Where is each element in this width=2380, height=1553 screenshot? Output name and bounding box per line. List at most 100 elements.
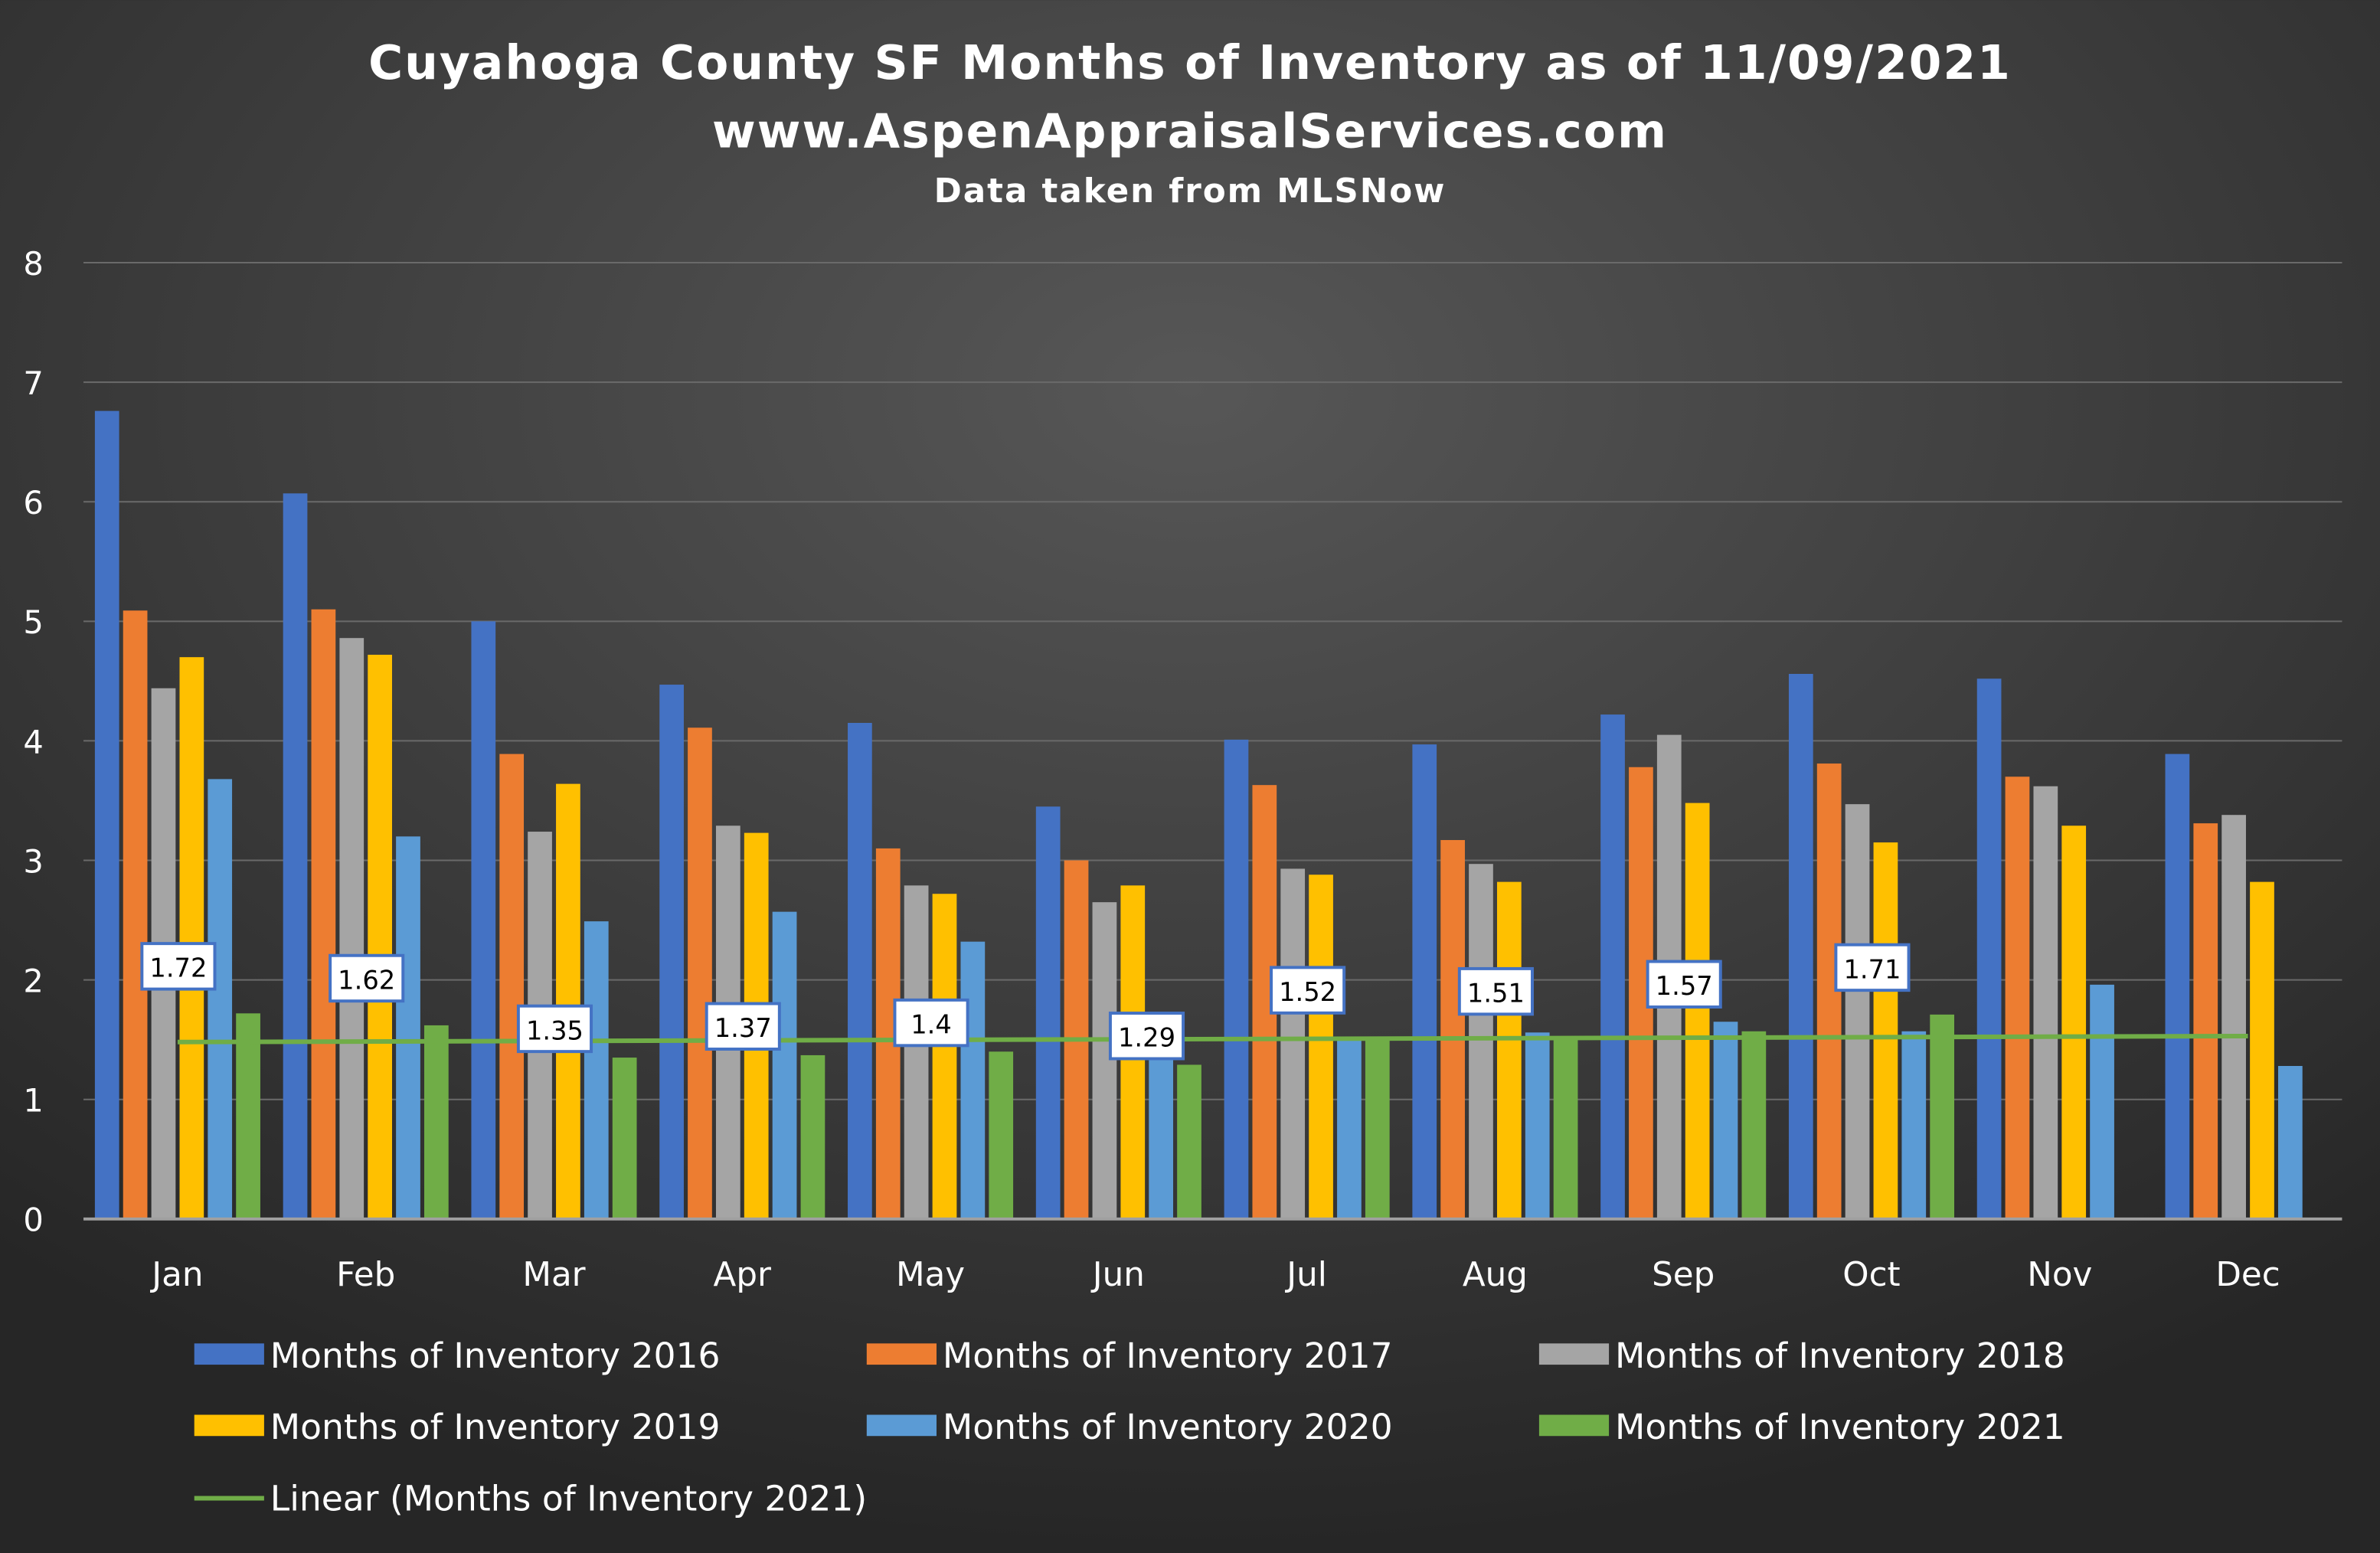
bar-jun-4 (1149, 1051, 1173, 1219)
bar-dec-1 (2193, 823, 2218, 1219)
legend-swatch (194, 1414, 264, 1437)
y-tick-label: 2 (23, 962, 43, 999)
bar-jun-2 (1092, 902, 1117, 1219)
bar-mar-3 (556, 783, 580, 1219)
bar-sep-0 (1600, 714, 1625, 1219)
x-tick-label: Sep (1652, 1256, 1715, 1294)
x-tick-label: May (896, 1256, 965, 1294)
bar-mar-5 (612, 1058, 637, 1219)
gridlines (83, 262, 2342, 1100)
bar-may-5 (989, 1051, 1014, 1219)
chart-title: Cuyahoga County SF Months of Inventory a… (368, 36, 2012, 90)
bar-aug-1 (1440, 839, 1465, 1219)
x-tick-label: Jan (149, 1256, 203, 1294)
bar-jun-5 (1177, 1064, 1201, 1219)
y-tick-label: 8 (23, 245, 43, 283)
bar-apr-4 (772, 911, 797, 1219)
data-label-box (329, 953, 405, 1003)
x-tick-label: Dec (2215, 1256, 2280, 1294)
bar-jan-4 (208, 779, 233, 1219)
bar-aug-0 (1412, 744, 1437, 1219)
bar-sep-3 (1685, 803, 1710, 1219)
legend-label: Months of Inventory 2018 (1615, 1336, 2065, 1376)
x-tick-label: Nov (2027, 1256, 2092, 1294)
bar-may-2 (904, 885, 929, 1219)
bar-feb-0 (283, 493, 308, 1219)
x-tick-label: Oct (1842, 1256, 1900, 1294)
bar-mar-1 (499, 754, 525, 1219)
x-tick-label: Feb (336, 1256, 395, 1294)
bar-jan-1 (123, 610, 148, 1219)
bar-dec-4 (2277, 1065, 2303, 1219)
bar-oct-3 (1873, 842, 1898, 1219)
data-label: 1.52 (1279, 977, 1336, 1007)
x-tick-label: Aug (1463, 1256, 1528, 1294)
y-tick-label: 5 (23, 603, 43, 641)
data-label-box (1108, 1012, 1185, 1061)
bar-oct-4 (1901, 1031, 1927, 1219)
bar-nov-3 (2061, 826, 2087, 1219)
y-axis-ticks: 0 1 2 3 4 5 6 7 8 (23, 245, 43, 1239)
bar-may-3 (932, 894, 957, 1219)
bar-dec-2 (2221, 815, 2246, 1219)
bar-sep-4 (1713, 1022, 1738, 1219)
legend-swatch (866, 1414, 937, 1437)
legend-label: Months of Inventory 2021 (1615, 1407, 2065, 1447)
data-label-box (1834, 943, 1911, 992)
bar-dec-3 (2250, 881, 2274, 1219)
y-tick-label: 1 (23, 1082, 43, 1120)
data-label-box (1270, 966, 1346, 1015)
bar-mar-4 (584, 921, 609, 1219)
bar-nov-0 (1976, 678, 2002, 1219)
bar-jul-2 (1280, 868, 1306, 1219)
data-label-box (140, 942, 217, 991)
data-label-box (1646, 960, 1722, 1009)
bar-aug-4 (1525, 1032, 1550, 1219)
data-label: 1.57 (1656, 971, 1713, 1001)
bar-aug-2 (1469, 864, 1493, 1219)
legend-swatch (1538, 1343, 1610, 1365)
bar-mar-0 (471, 621, 496, 1219)
bar-jul-5 (1365, 1037, 1390, 1219)
bar-aug-3 (1496, 881, 1522, 1219)
y-tick-label: 7 (23, 365, 43, 402)
bar-jun-0 (1035, 806, 1061, 1219)
bar-feb-1 (311, 609, 336, 1219)
chart-subtitle-source: Data taken from MLSNow (934, 172, 1447, 211)
x-tick-label: Jul (1284, 1256, 1327, 1294)
bar-oct-0 (1788, 674, 1813, 1219)
y-tick-label: 3 (23, 842, 43, 880)
bar-apr-1 (688, 727, 712, 1219)
bars (94, 410, 2303, 1219)
bar-jul-3 (1309, 875, 1333, 1219)
data-label-box (893, 998, 969, 1048)
data-labels: 1.72 1.62 1.35 1.37 1.4 1.29 1.52 1.51 1.57 1.71 (140, 942, 1911, 1061)
bar-sep-5 (1741, 1031, 1767, 1219)
bar-feb-2 (339, 638, 365, 1219)
bar-nov-2 (2033, 786, 2058, 1219)
legend-label: Months of Inventory 2019 (270, 1407, 721, 1447)
bar-apr-0 (659, 685, 684, 1219)
data-label: 1.29 (1118, 1023, 1175, 1053)
x-tick-label: Jun (1090, 1256, 1145, 1294)
bar-aug-5 (1553, 1038, 1578, 1219)
bar-apr-5 (800, 1054, 825, 1219)
data-label-box (1457, 966, 1534, 1016)
chart-subtitle: www.AspenAppraisalServices.com (712, 104, 1668, 159)
data-label: 1.71 (1843, 954, 1901, 984)
bar-feb-5 (424, 1025, 449, 1219)
legend-label: Months of Inventory 2017 (943, 1336, 1393, 1376)
legend: Months of Inventory 2016 Months of Invent… (194, 1336, 2065, 1519)
bar-nov-4 (2090, 984, 2114, 1219)
legend-swatch (194, 1343, 264, 1365)
data-label: 1.51 (1467, 979, 1525, 1009)
data-label: 1.4 (910, 1009, 952, 1039)
bar-may-0 (848, 723, 872, 1219)
data-label: 1.72 (149, 953, 207, 983)
bar-jul-4 (1337, 1037, 1362, 1219)
bar-jan-3 (179, 657, 204, 1219)
data-label: 1.35 (526, 1015, 584, 1045)
legend-swatch (866, 1343, 937, 1365)
bar-nov-1 (2005, 776, 2030, 1219)
